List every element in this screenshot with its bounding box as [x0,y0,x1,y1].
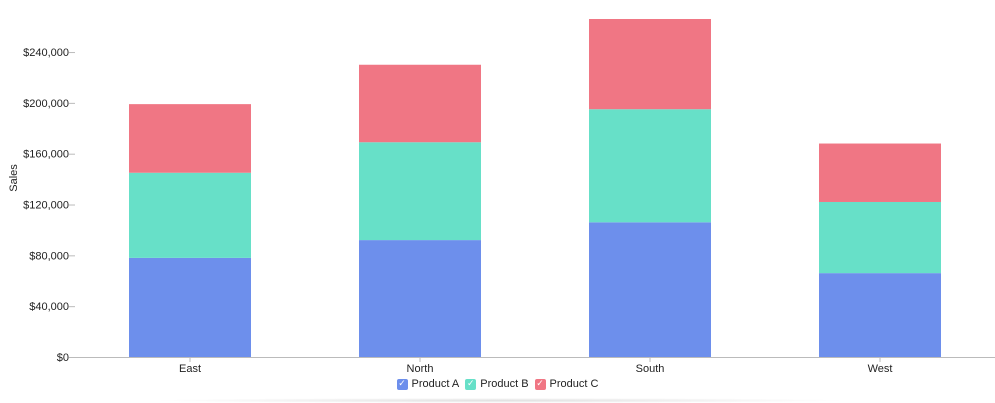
bar-north-product-a[interactable] [359,240,481,357]
y-tick-label: $160,000 [23,149,69,161]
bars-group [129,19,941,357]
legend-item-product-a[interactable]: ✓ Product A [396,378,460,390]
legend-label: Product C [549,378,599,390]
bar-west-product-b[interactable] [819,201,941,274]
y-tick-label: $240,000 [23,47,69,59]
bar-south-product-a[interactable] [589,222,711,357]
y-axis-title: Sales [8,164,20,192]
y-tick-label: $120,000 [23,200,69,212]
checkbox-icon[interactable]: ✓ [396,378,408,390]
y-tick-label: $40,000 [29,301,69,313]
bar-south-product-c[interactable] [589,19,711,110]
bar-east-product-c[interactable] [129,104,251,173]
legend: ✓ Product A ✓ Product B ✓ Product C [0,378,995,390]
legend-shadow [150,398,850,403]
y-axis-ticks: $0 $40,000 $80,000 $120,000 $160,000 $200,000… [23,47,75,364]
bar-west-product-c[interactable] [819,143,941,202]
bar-south-product-b[interactable] [589,109,711,223]
checkbox-icon[interactable]: ✓ [534,378,546,390]
y-tick-label: $80,000 [29,250,69,262]
bar-west-product-a[interactable] [819,273,941,357]
checkbox-icon[interactable]: ✓ [465,378,477,390]
bar-east-product-a[interactable] [129,257,251,357]
legend-item-product-b[interactable]: ✓ Product B [465,378,529,390]
x-tick-label: West [868,363,893,375]
bar-north-product-b[interactable] [359,142,481,241]
x-axis-ticks: East North South West [179,357,892,375]
legend-label: Product B [480,378,529,390]
x-tick-label: South [636,363,665,375]
legend-item-product-c[interactable]: ✓ Product C [534,378,599,390]
legend-label: Product A [411,378,460,390]
x-tick-label: East [179,363,201,375]
bar-east-product-b[interactable] [129,172,251,258]
x-tick-label: North [407,363,434,375]
y-tick-label: $0 [57,352,69,364]
bar-north-product-c[interactable] [359,64,481,143]
y-tick-label: $200,000 [23,98,69,110]
